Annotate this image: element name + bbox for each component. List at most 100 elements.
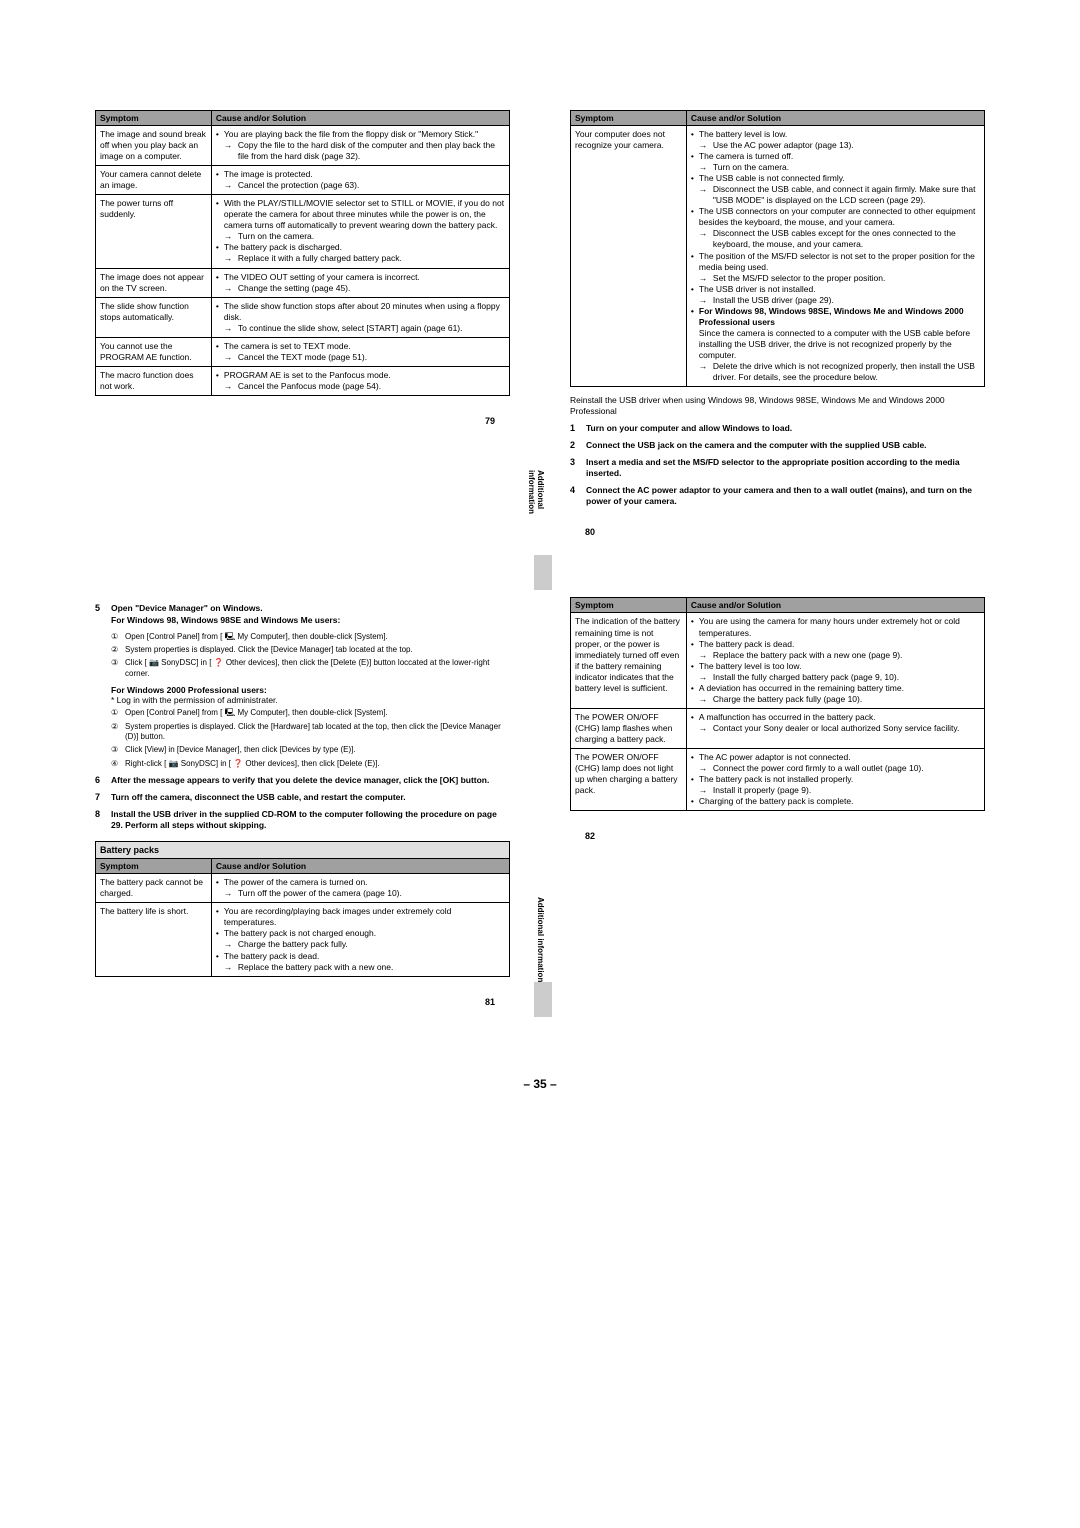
cause-cell: •The image is protected.→Cancel the prot…: [211, 166, 509, 195]
cause-line: •The battery pack is not installed prope…: [691, 774, 980, 785]
step-number: 4: [570, 485, 586, 507]
section-header: Battery packs: [95, 841, 510, 858]
page-81: 5 Open "Device Manager" on Windows. For …: [95, 597, 510, 1006]
substep-text: System properties is displayed. Click th…: [125, 722, 510, 743]
substep-text: System properties is displayed. Click th…: [125, 645, 413, 655]
side-label: Additional information: [536, 897, 545, 982]
step-number: 2: [570, 440, 586, 451]
cause-line: •You are playing back the file from the …: [216, 129, 505, 140]
cause-line: •You are recording/playing back images u…: [216, 906, 505, 928]
cause-cell: •A malfunction has occurred in the batte…: [686, 708, 984, 748]
solution-line: →Replace it with a fully charged battery…: [216, 253, 505, 264]
symptom-cell: The indication of the battery remaining …: [571, 613, 687, 708]
cause-line: •PROGRAM AE is set to the Panfocus mode.: [216, 370, 505, 381]
symptom-cell: The POWER ON/OFF (CHG) lamp does not lig…: [571, 748, 687, 810]
cause-line: •The battery pack is dead.: [691, 639, 980, 650]
cause-line: •The battery level is low.: [691, 129, 980, 140]
solution-line: →Contact your Sony dealer or local autho…: [691, 723, 980, 734]
substep: ①Open [Control Panel] from [ 🖳 My Comput…: [111, 632, 510, 642]
col-symptom: Symptom: [571, 111, 687, 126]
solution-line: →Turn on the camera.: [216, 231, 505, 242]
step-number: 5: [95, 603, 111, 625]
page-number: 81: [95, 997, 510, 1007]
step-text: Install the USB driver in the supplied C…: [111, 809, 510, 831]
cause-line: •A deviation has occurred in the remaini…: [691, 683, 980, 694]
page-79: SymptomCause and/or Solution The image a…: [95, 110, 510, 537]
solution-line: →Charge the battery pack fully.: [216, 939, 505, 950]
solution-line: →Replace the battery pack with a new one…: [216, 962, 505, 973]
cause-line: •The position of the MS/FD selector is n…: [691, 251, 980, 273]
substep: ②System properties is displayed. Click t…: [111, 722, 510, 743]
step-number: 7: [95, 792, 111, 803]
cause-line: •The image is protected.: [216, 169, 505, 180]
solution-line: →Use the AC power adaptor (page 13).: [691, 140, 980, 151]
reinstall-heading: Reinstall the USB driver when using Wind…: [570, 395, 985, 417]
solution-line: →Disconnect the USB cables except for th…: [691, 228, 980, 250]
numbered-step: 4Connect the AC power adaptor to your ca…: [570, 485, 985, 507]
solution-line: →Cancel the protection (page 63).: [216, 180, 505, 191]
substep-text: Click [View] in [Device Manager], then c…: [125, 745, 356, 755]
page-number: 82: [570, 831, 985, 841]
symptom-cell: The image does not appear on the TV scre…: [96, 268, 212, 297]
substep-text: Open [Control Panel] from [ 🖳 My Compute…: [125, 708, 388, 718]
substep: ①Open [Control Panel] from [ 🖳 My Comput…: [111, 708, 510, 718]
cause-cell: •You are using the camera for many hours…: [686, 613, 984, 708]
side-label: Additional information: [527, 470, 545, 537]
numbered-step: 2Connect the USB jack on the camera and …: [570, 440, 985, 451]
col-cause: Cause and/or Solution: [211, 859, 509, 874]
step-subhead: For Windows 98, Windows 98SE and Windows…: [111, 615, 510, 626]
cause-cell: •The camera is set to TEXT mode.→Cancel …: [211, 337, 509, 366]
cause-line: •You are using the camera for many hours…: [691, 616, 980, 638]
cause-cell: •You are playing back the file from the …: [211, 126, 509, 166]
text-line: Since the camera is connected to a compu…: [691, 328, 980, 361]
step-number: 3: [570, 457, 586, 479]
solution-line: →Disconnect the USB cable, and connect i…: [691, 184, 980, 206]
col-cause: Cause and/or Solution: [686, 598, 984, 613]
solution-line: →To continue the slide show, select [STA…: [216, 323, 505, 334]
substep-number: ③: [111, 658, 125, 679]
solution-line: →Install it properly (page 9).: [691, 785, 980, 796]
substep-text: Open [Control Panel] from [ 🖳 My Compute…: [125, 632, 388, 642]
step-subhead: For Windows 2000 Professional users:: [111, 685, 510, 695]
troubleshoot-table-79: SymptomCause and/or Solution The image a…: [95, 110, 510, 396]
numbered-step: 3Insert a media and set the MS/FD select…: [570, 457, 985, 479]
cause-cell: •The power of the camera is turned on.→T…: [211, 874, 509, 903]
step-text: Turn off the camera, disconnect the USB …: [111, 792, 510, 803]
substep-number: ④: [111, 759, 125, 769]
cause-cell: •The VIDEO OUT setting of your camera is…: [211, 268, 509, 297]
solution-line: →Install the fully charged battery pack …: [691, 672, 980, 683]
note: * Log in with the permission of administ…: [111, 695, 510, 705]
solution-line: →Cancel the Panfocus mode (page 54).: [216, 381, 505, 392]
cause-cell: •The battery level is low.→Use the AC po…: [686, 126, 984, 387]
col-symptom: Symptom: [96, 859, 212, 874]
substep-number: ②: [111, 722, 125, 743]
page-number: 80: [570, 527, 985, 537]
troubleshoot-table-82: SymptomCause and/or Solution The indicat…: [570, 597, 985, 811]
numbered-step: 6After the message appears to verify tha…: [95, 775, 510, 786]
page-80: SymptomCause and/or Solution Your comput…: [570, 110, 985, 537]
step-number: 6: [95, 775, 111, 786]
substep: ④Right-click [ 📷 SonyDSC] in [ ❓ Other d…: [111, 759, 510, 769]
solution-line: →Change the setting (page 45).: [216, 283, 505, 294]
step-text: After the message appears to verify that…: [111, 775, 510, 786]
side-tab: [534, 555, 552, 590]
step-text: Insert a media and set the MS/FD selecto…: [586, 457, 985, 479]
step-text: Connect the USB jack on the camera and t…: [586, 440, 985, 451]
substep: ②System properties is displayed. Click t…: [111, 645, 510, 655]
cause-line: •The slide show function stops after abo…: [216, 301, 505, 323]
cause-line: •The battery pack is discharged.: [216, 242, 505, 253]
cause-line: •With the PLAY/STILL/MOVIE selector set …: [216, 198, 505, 231]
substep-number: ①: [111, 632, 125, 642]
symptom-cell: The image and sound break off when you p…: [96, 126, 212, 166]
page-number: 79: [95, 416, 510, 426]
cause-line: •The USB cable is not connected firmly.: [691, 173, 980, 184]
cause-line: •Charging of the battery pack is complet…: [691, 796, 980, 807]
cause-line: •The battery pack is dead.: [216, 951, 505, 962]
symptom-cell: The power turns off suddenly.: [96, 195, 212, 268]
symptom-cell: The slide show function stops automatica…: [96, 297, 212, 337]
cause-line: •The camera is turned off.: [691, 151, 980, 162]
symptom-cell: The battery pack cannot be charged.: [96, 874, 212, 903]
solution-line: →Install the USB driver (page 29).: [691, 295, 980, 306]
troubleshoot-table-81: SymptomCause and/or Solution The battery…: [95, 858, 510, 976]
solution-line: →Connect the power cord firmly to a wall…: [691, 763, 980, 774]
